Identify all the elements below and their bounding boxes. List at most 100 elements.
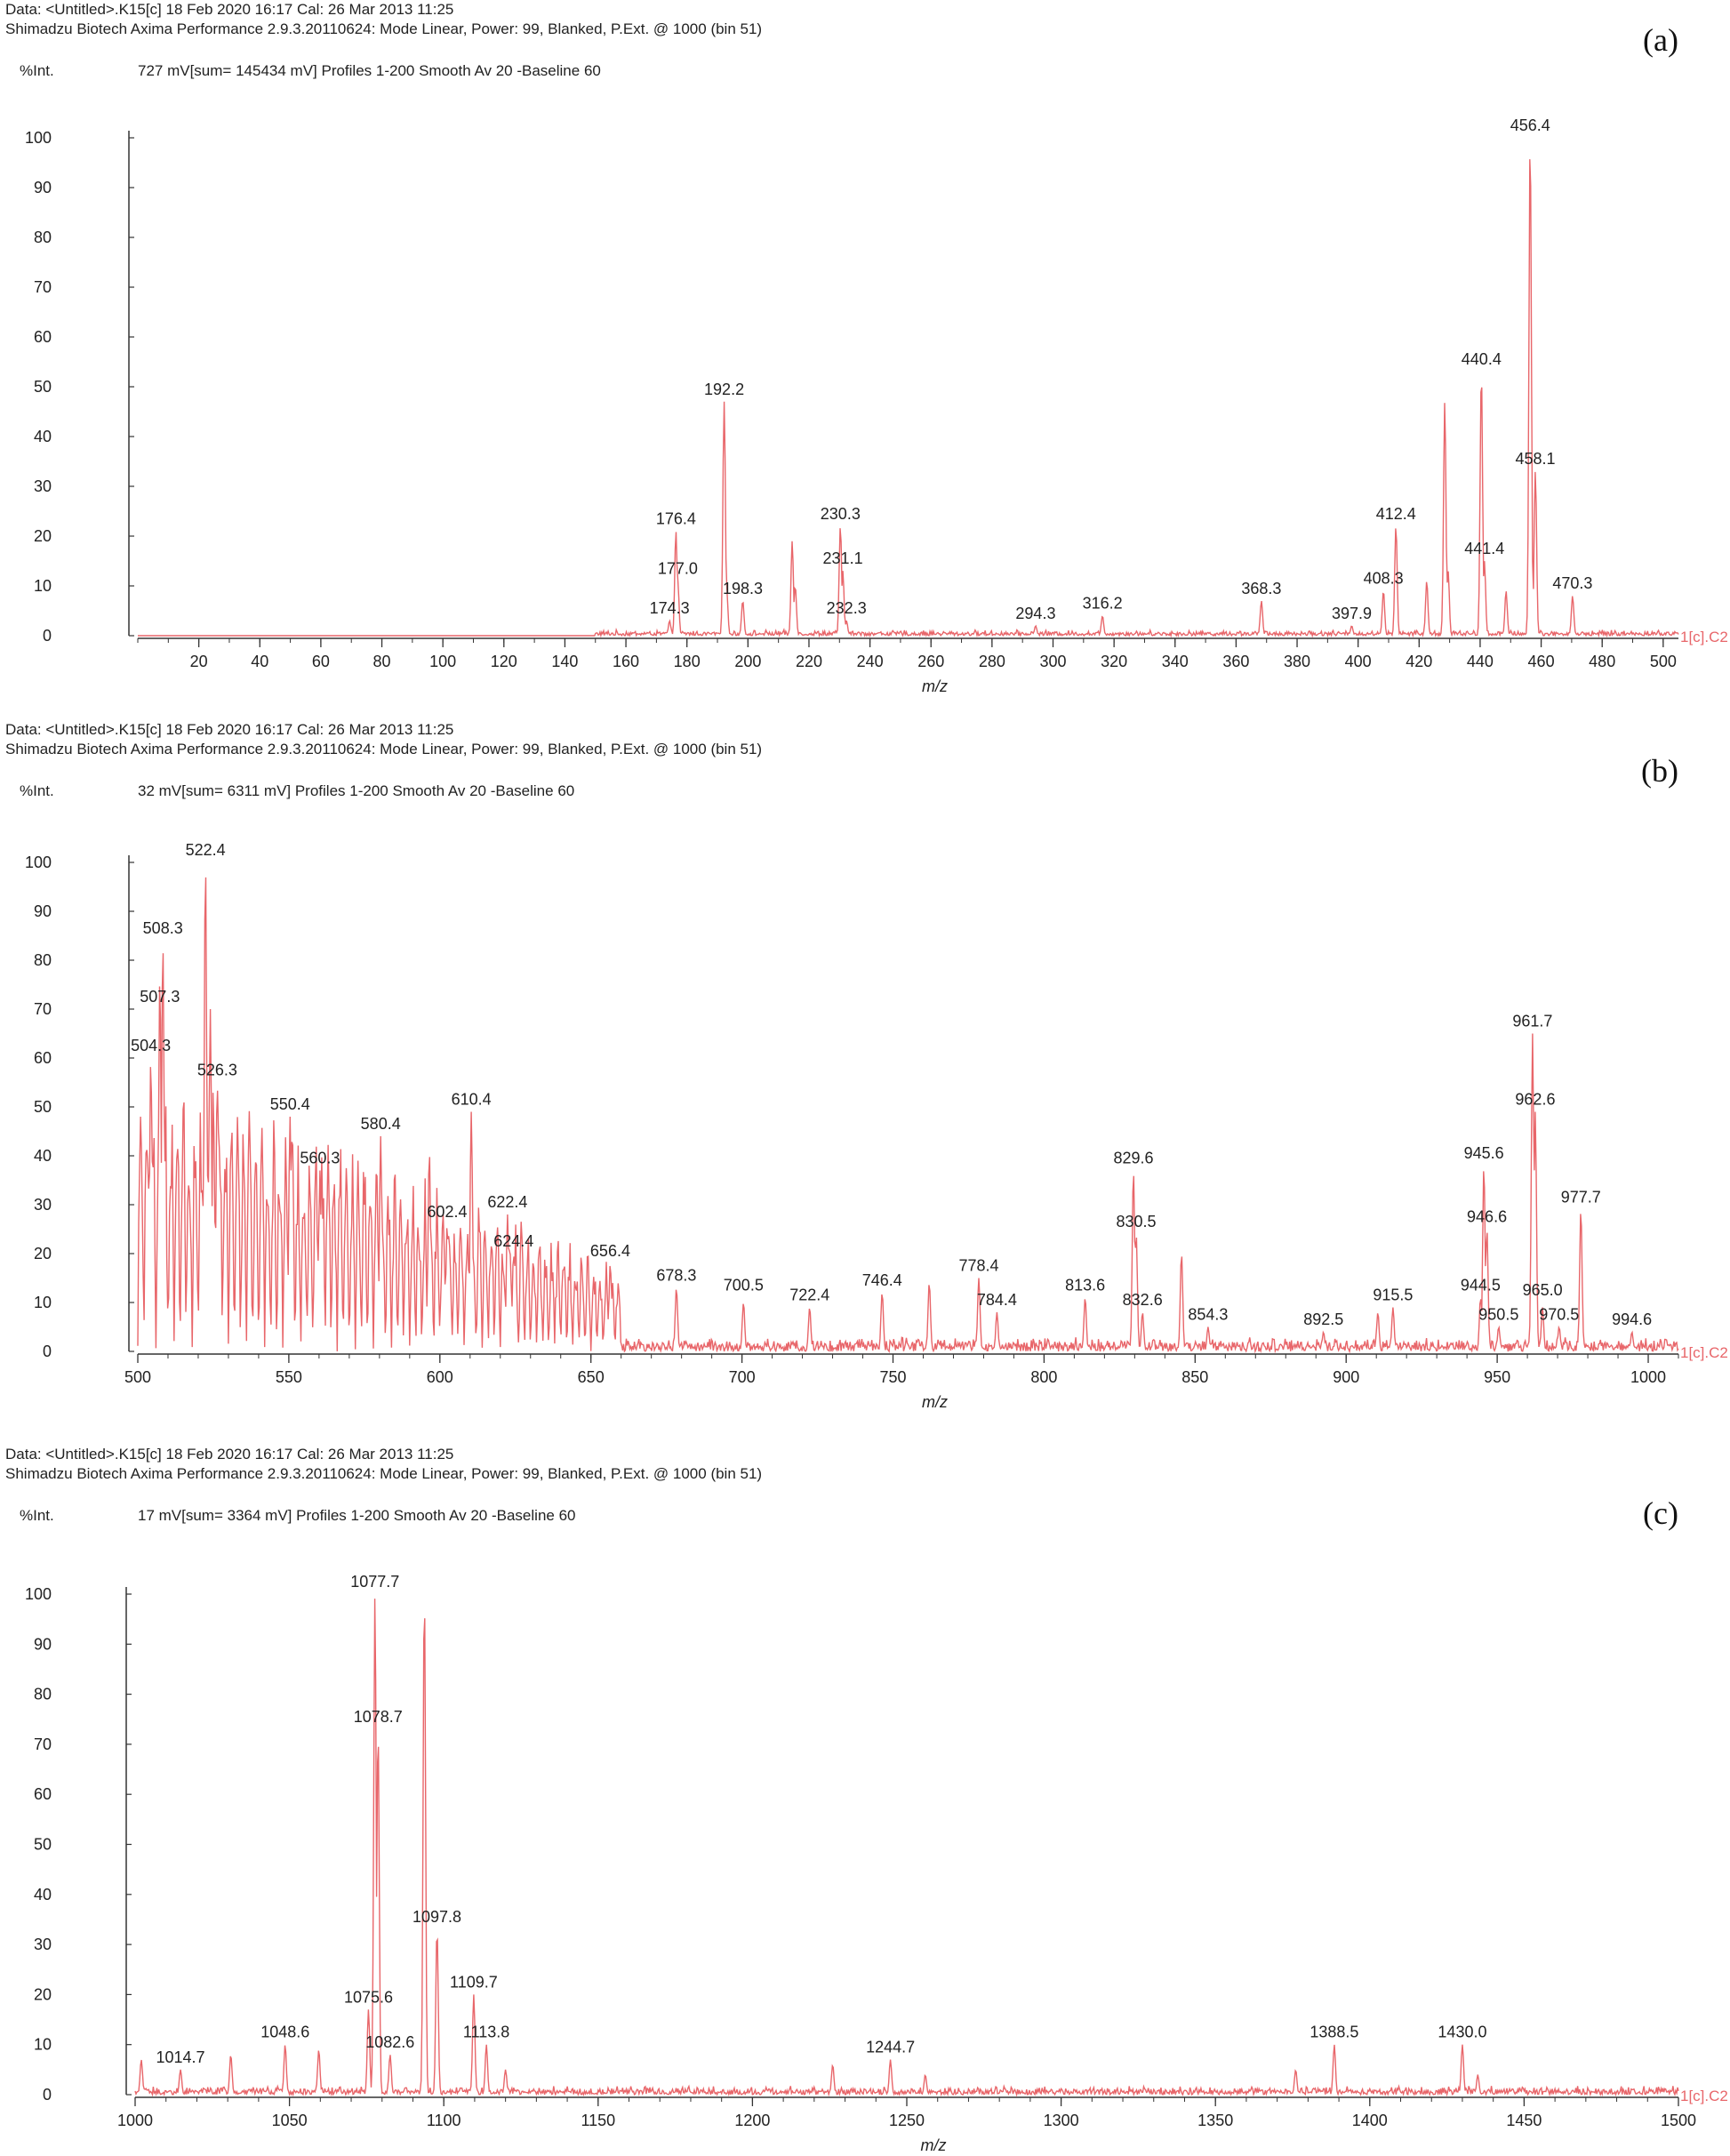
x-tick-label: 1150 bbox=[581, 2112, 615, 2129]
peak-label: 965.0 bbox=[1523, 1281, 1563, 1299]
corner-tag: 1[c].C2 bbox=[1680, 1344, 1728, 1361]
peak-label: 1109.7 bbox=[450, 1973, 498, 1991]
y-tick-label: 70 bbox=[34, 1735, 52, 1753]
x-tick-label: 440 bbox=[1467, 653, 1494, 670]
x-tick-label: 180 bbox=[674, 653, 701, 670]
panel-label: (a) bbox=[1643, 22, 1678, 58]
x-tick-label: 320 bbox=[1101, 653, 1127, 670]
peak-label: 408.3 bbox=[1364, 570, 1404, 588]
peak-label: 622.4 bbox=[487, 1193, 527, 1211]
y-tick-label: 100 bbox=[25, 854, 52, 871]
peak-label: 1097.8 bbox=[412, 1908, 461, 1926]
acquisition-info: 727 mV[sum= 145434 mV] Profiles 1-200 Sm… bbox=[138, 62, 601, 79]
x-tick-label: 220 bbox=[796, 653, 822, 670]
peak-label: 192.2 bbox=[704, 381, 744, 398]
spectrum-trace bbox=[137, 877, 1679, 1354]
peak-label: 441.4 bbox=[1464, 540, 1504, 557]
peak-label: 977.7 bbox=[1561, 1189, 1601, 1206]
peak-label: 177.0 bbox=[658, 559, 698, 577]
peak-label: 1082.6 bbox=[365, 2033, 414, 2051]
data-line: Data: <Untitled>.K15[c] 18 Feb 2020 16:1… bbox=[5, 721, 454, 738]
peak-label: 944.5 bbox=[1461, 1277, 1501, 1294]
peak-label: 1014.7 bbox=[156, 2048, 205, 2066]
y-tick-label: 0 bbox=[43, 2086, 52, 2104]
peak-label: 962.6 bbox=[1515, 1091, 1555, 1109]
peak-label: 784.4 bbox=[977, 1291, 1017, 1309]
y-tick-label: 90 bbox=[34, 179, 52, 196]
spectrum-plot: 0 10 20 30 40 50 60 70 80 90 100 500 550 600 650 700 750… bbox=[25, 841, 1728, 1411]
peak-label: 1430.0 bbox=[1438, 2024, 1486, 2041]
y-tick-label: 50 bbox=[34, 378, 52, 396]
y-tick-label: 80 bbox=[34, 1686, 52, 1703]
x-tick-label: 460 bbox=[1528, 653, 1555, 670]
x-tick-label: 1100 bbox=[427, 2112, 461, 2129]
y-axis-label: %Int. bbox=[20, 62, 54, 79]
peak-label: 440.4 bbox=[1462, 350, 1502, 368]
y-tick-label: 0 bbox=[43, 627, 52, 645]
x-axis-label: m/z bbox=[922, 1393, 948, 1411]
peak-label: 316.2 bbox=[1083, 595, 1123, 613]
y-axis-label: %Int. bbox=[20, 782, 54, 799]
x-tick-label: 1000 bbox=[117, 2112, 153, 2129]
spectrum-panel-a: Data: <Untitled>.K15[c] 18 Feb 2020 16:1… bbox=[0, 0, 1730, 716]
y-tick-label: 20 bbox=[34, 1985, 52, 2003]
x-tick-label: 600 bbox=[427, 1368, 453, 1386]
peak-label: 230.3 bbox=[821, 505, 861, 523]
x-tick-label: 300 bbox=[1039, 653, 1066, 670]
x-tick-label: 160 bbox=[613, 653, 639, 670]
instrument-line: Shimadzu Biotech Axima Performance 2.9.3… bbox=[5, 741, 763, 757]
peak-label: 456.4 bbox=[1510, 116, 1550, 134]
spectrum-trace bbox=[138, 159, 1679, 638]
spectrum-trace bbox=[134, 1599, 1679, 2097]
x-tick-label: 500 bbox=[1650, 653, 1677, 670]
x-tick-label: 260 bbox=[917, 653, 944, 670]
y-tick-label: 80 bbox=[34, 951, 52, 969]
x-tick-label: 480 bbox=[1589, 653, 1615, 670]
peak-label: 830.5 bbox=[1117, 1213, 1157, 1230]
x-tick-label: 40 bbox=[251, 653, 268, 670]
peak-label: 678.3 bbox=[656, 1267, 696, 1285]
x-tick-label: 1400 bbox=[1352, 2112, 1388, 2129]
peak-label: 624.4 bbox=[493, 1232, 533, 1250]
x-tick-label: 1000 bbox=[1630, 1368, 1666, 1386]
peak-label: 994.6 bbox=[1612, 1310, 1652, 1328]
y-tick-label: 50 bbox=[34, 1098, 52, 1116]
x-tick-label: 80 bbox=[373, 653, 391, 670]
peak-label: 602.4 bbox=[427, 1203, 467, 1221]
x-tick-label: 1200 bbox=[734, 2112, 770, 2129]
y-tick-label: 10 bbox=[34, 1294, 52, 1311]
peak-label: 829.6 bbox=[1113, 1150, 1153, 1167]
y-tick-label: 50 bbox=[34, 1836, 52, 1854]
panel-label: (b) bbox=[1641, 753, 1678, 789]
peak-label: 610.4 bbox=[452, 1091, 492, 1109]
x-tick-label: 280 bbox=[979, 653, 1005, 670]
peak-label: 198.3 bbox=[723, 580, 763, 597]
y-tick-label: 60 bbox=[34, 1785, 52, 1803]
y-axis-label: %Int. bbox=[20, 1507, 54, 1524]
peak-label: 832.6 bbox=[1123, 1291, 1163, 1309]
x-tick-label: 950 bbox=[1484, 1368, 1510, 1386]
x-axis-label: m/z bbox=[921, 2136, 947, 2154]
x-tick-label: 240 bbox=[857, 653, 884, 670]
x-tick-label: 750 bbox=[879, 1368, 906, 1386]
corner-tag: 1[c].C2 bbox=[1680, 2088, 1728, 2104]
peak-label: 1075.6 bbox=[344, 1988, 393, 2006]
peak-label: 656.4 bbox=[590, 1242, 630, 1260]
y-tick-label: 20 bbox=[34, 527, 52, 545]
y-tick-label: 60 bbox=[34, 328, 52, 346]
x-tick-label: 1450 bbox=[1506, 2112, 1542, 2129]
y-tick-label: 30 bbox=[34, 1936, 52, 1953]
x-tick-label: 380 bbox=[1284, 653, 1310, 670]
panel-label: (c) bbox=[1643, 1495, 1678, 1531]
x-tick-label: 140 bbox=[551, 653, 578, 670]
x-tick-label: 1050 bbox=[272, 2112, 308, 2129]
peak-label: 1077.7 bbox=[350, 1573, 399, 1591]
y-tick-label: 100 bbox=[25, 129, 52, 147]
x-tick-label: 1500 bbox=[1661, 2112, 1696, 2129]
y-tick-label: 90 bbox=[34, 1635, 52, 1653]
data-line: Data: <Untitled>.K15[c] 18 Feb 2020 16:1… bbox=[5, 1, 454, 18]
peak-label: 746.4 bbox=[862, 1271, 902, 1289]
peak-label: 580.4 bbox=[361, 1115, 401, 1133]
y-tick-label: 70 bbox=[34, 278, 52, 296]
peak-label: 970.5 bbox=[1539, 1306, 1579, 1324]
